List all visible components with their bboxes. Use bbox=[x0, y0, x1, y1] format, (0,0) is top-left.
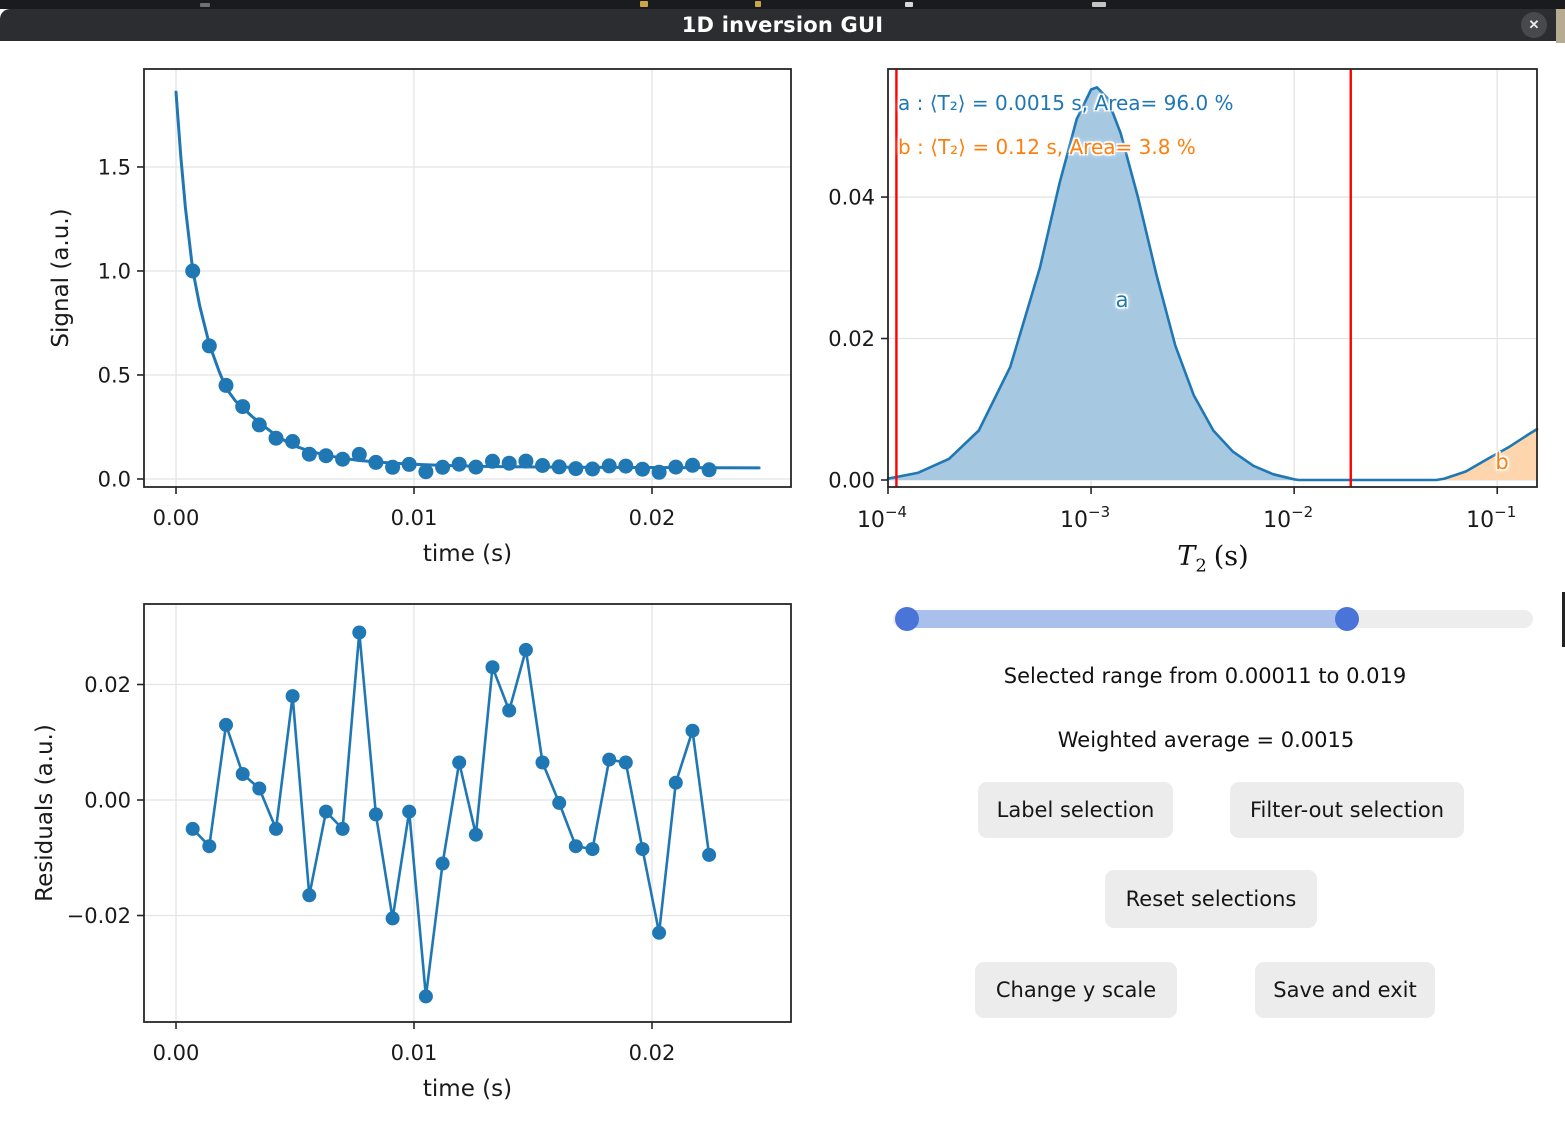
fit-curve-line bbox=[174, 90, 761, 470]
residual-points-markers bbox=[185, 625, 717, 1004]
residuals-plot: 0.00 0.01 0.02 −0.02 0.00 0.02 time (s) Residua… bbox=[32, 603, 792, 1102]
y-tick-label: 1.5 bbox=[98, 155, 131, 179]
peak-a-label: a bbox=[1115, 288, 1129, 312]
y-tick-label: −0.02 bbox=[67, 904, 131, 928]
t2-legend-entry-a: a : ⟨T₂⟩ = 0.0015 s, Area= 96.0 % bbox=[898, 91, 1234, 115]
range-slider-min-handle[interactable] bbox=[895, 607, 919, 631]
residuals-ylabel: Residuals (a.u.) bbox=[32, 724, 58, 902]
x-tick-label: 10−3 bbox=[1060, 503, 1110, 533]
peak-b-label: b bbox=[1495, 450, 1509, 474]
change-y-scale-button[interactable]: Change y scale bbox=[975, 962, 1177, 1018]
y-tick-label: 0.02 bbox=[828, 327, 875, 351]
x-tick-label: 0.01 bbox=[391, 1041, 438, 1065]
signal-decay-plot: 0.00 0.01 0.02 0.0 0.5 1.0 1.5 time (s) Signal (… bbox=[48, 68, 792, 567]
range-slider-max-handle[interactable] bbox=[1335, 607, 1359, 631]
window-title: 1D inversion GUI bbox=[681, 13, 884, 37]
background-edge-artifact bbox=[1556, 9, 1565, 43]
save-and-exit-button[interactable]: Save and exit bbox=[1255, 962, 1435, 1018]
signal-decay-ylabel: Signal (a.u.) bbox=[48, 208, 74, 347]
x-tick-label: 0.00 bbox=[153, 506, 200, 530]
weighted-average-text: Weighted average = 0.0015 bbox=[1057, 728, 1355, 752]
y-tick-label: 0.02 bbox=[84, 673, 131, 697]
background-speck bbox=[1092, 2, 1106, 7]
peak-b-fill bbox=[1436, 429, 1537, 480]
reset-selections-button[interactable]: Reset selections bbox=[1105, 870, 1317, 928]
filter-out-selection-button[interactable]: Filter-out selection bbox=[1230, 782, 1464, 838]
background-speck bbox=[905, 2, 913, 7]
close-button[interactable]: ✕ bbox=[1521, 12, 1547, 38]
background-strip bbox=[0, 0, 1565, 9]
window-titlebar: 1D inversion GUI ✕ bbox=[0, 9, 1565, 41]
residual-points-line bbox=[191, 631, 711, 998]
t2-distribution-plot: 10−4 10−3 10−2 10−1 0.00 0.02 0.04 bbox=[828, 68, 1539, 533]
close-icon: ✕ bbox=[1528, 17, 1540, 32]
label-selection-button[interactable]: Label selection bbox=[978, 782, 1173, 838]
signal-points-markers bbox=[185, 263, 717, 480]
background-speck bbox=[200, 3, 210, 7]
t2-axis-label: T2 (s) bbox=[1177, 541, 1249, 577]
x-tick-label: 0.02 bbox=[629, 1041, 676, 1065]
selected-range-text: Selected range from 0.00011 to 0.019 bbox=[1003, 664, 1407, 688]
background-speck bbox=[755, 1, 761, 7]
signal-decay-xlabel: time (s) bbox=[423, 541, 512, 567]
x-tick-label: 10−2 bbox=[1263, 503, 1313, 533]
distribution-curve-line bbox=[886, 86, 1539, 482]
x-tick-label: 0.00 bbox=[153, 1041, 200, 1065]
x-tick-label: 10−1 bbox=[1466, 503, 1516, 533]
y-tick-label: 1.0 bbox=[98, 259, 131, 283]
x-tick-label: 0.02 bbox=[629, 506, 676, 530]
background-speck bbox=[640, 1, 648, 7]
y-tick-label: 0.5 bbox=[98, 363, 131, 387]
peak-a-fill bbox=[888, 87, 1437, 481]
range-slider-selected-span bbox=[903, 610, 1347, 628]
residuals-xlabel: time (s) bbox=[423, 1076, 512, 1102]
y-tick-label: 0.00 bbox=[84, 789, 131, 813]
y-tick-label: 0.00 bbox=[828, 468, 875, 492]
t2-legend-entry-b: b : ⟨T₂⟩ = 0.12 s, Area= 3.8 % bbox=[898, 135, 1196, 159]
y-tick-label: 0.04 bbox=[828, 186, 875, 210]
background-edge-artifact bbox=[1562, 592, 1565, 647]
x-tick-label: 10−4 bbox=[857, 503, 907, 533]
y-tick-label: 0.0 bbox=[98, 467, 131, 491]
x-tick-label: 0.01 bbox=[391, 506, 438, 530]
